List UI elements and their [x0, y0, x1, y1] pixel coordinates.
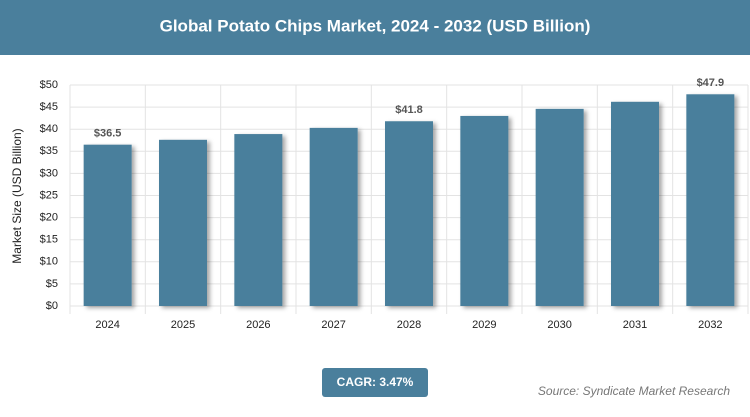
y-tick-label: $40 — [40, 123, 58, 135]
y-tick-label: $50 — [40, 79, 58, 91]
y-tick-label: $5 — [46, 278, 58, 290]
y-tick-label: $0 — [46, 300, 58, 312]
cagr-text: CAGR: 3.47% — [337, 375, 414, 389]
x-tick-label: 2029 — [472, 319, 496, 331]
bar — [535, 108, 584, 306]
source: Source: Syndicate Market Research — [538, 384, 730, 398]
bar — [385, 121, 433, 306]
bar — [309, 127, 358, 307]
bar — [159, 139, 207, 306]
y-tick-label: $30 — [40, 167, 58, 179]
bar — [611, 101, 659, 307]
x-tick-label: 2028 — [397, 319, 421, 331]
value-label: $36.5 — [94, 128, 122, 140]
x-tick-label: 2032 — [698, 319, 722, 331]
bar — [686, 94, 735, 306]
y-tick-label: $10 — [40, 256, 58, 268]
value-label: $41.8 — [395, 104, 423, 116]
y-tick-label: $45 — [40, 101, 58, 113]
title-banner — [0, 0, 750, 55]
y-tick-label: $35 — [40, 145, 58, 157]
y-tick-label: $15 — [40, 234, 58, 246]
value-label: $47.9 — [697, 77, 725, 89]
x-tick-label: 2026 — [246, 319, 270, 331]
bar — [83, 144, 132, 306]
y-tick-label: $20 — [40, 212, 58, 224]
y-tick-label: $25 — [40, 189, 58, 201]
bar — [460, 115, 509, 306]
cagr-badge — [322, 368, 428, 397]
y-axis-label: Market Size (USD Billion) — [10, 128, 24, 263]
chart-title: Global Potato Chips Market, 2024 - 2032 … — [160, 16, 591, 35]
x-tick-label: 2027 — [321, 319, 345, 331]
x-tick-label: 2031 — [623, 319, 647, 331]
x-tick-label: 2024 — [95, 319, 119, 331]
bar — [234, 134, 283, 306]
x-tick-label: 2030 — [547, 319, 571, 331]
x-tick-label: 2025 — [171, 319, 195, 331]
